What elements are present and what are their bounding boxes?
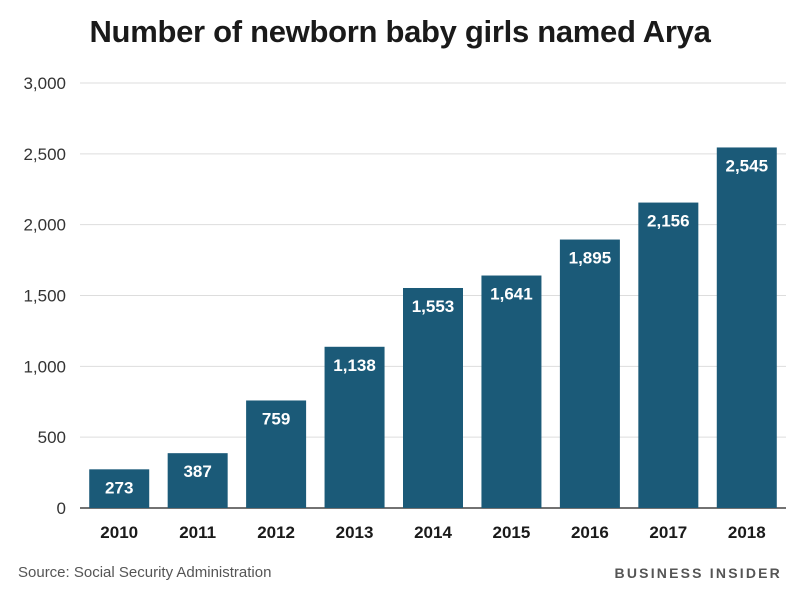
y-tick-label: 2,000 bbox=[23, 216, 66, 235]
bar-2014 bbox=[403, 287, 463, 508]
y-tick-label: 500 bbox=[38, 428, 66, 447]
data-label: 1,641 bbox=[490, 285, 533, 304]
data-label: 759 bbox=[262, 409, 290, 428]
data-labels: 273 387 759 1,138 1,553 1,641 1,895 2,156 2,545 bbox=[105, 156, 768, 497]
x-tick-label: 2012 bbox=[257, 523, 295, 542]
x-tick-label: 2014 bbox=[414, 523, 452, 542]
chart-title: Number of newborn baby girls named Arya bbox=[89, 14, 711, 49]
data-label: 2,156 bbox=[647, 212, 690, 231]
x-tick-label: 2018 bbox=[728, 523, 766, 542]
bar-2015 bbox=[481, 275, 542, 508]
y-tick-label: 2,500 bbox=[23, 145, 66, 164]
bars bbox=[89, 147, 777, 509]
bar-2018 bbox=[716, 147, 777, 509]
bar-2012 bbox=[246, 400, 307, 508]
bar-2013 bbox=[324, 346, 385, 508]
y-axis: 0 500 1,000 1,500 2,000 2,500 3,000 bbox=[23, 74, 66, 518]
x-tick-label: 2013 bbox=[336, 523, 374, 542]
data-label: 1,553 bbox=[412, 297, 455, 316]
data-label: 387 bbox=[183, 462, 211, 481]
y-tick-label: 3,000 bbox=[23, 74, 66, 93]
x-axis: 2010 2011 2012 2013 2014 2015 2016 2017 2018 bbox=[100, 523, 765, 542]
bar-2010 bbox=[89, 469, 150, 508]
bar-2011 bbox=[167, 453, 228, 508]
x-tick-label: 2011 bbox=[179, 523, 216, 542]
bar-2017 bbox=[638, 202, 699, 509]
y-tick-label: 0 bbox=[57, 499, 66, 518]
x-tick-label: 2010 bbox=[100, 523, 138, 542]
x-tick-label: 2017 bbox=[649, 523, 687, 542]
x-tick-label: 2015 bbox=[493, 523, 531, 542]
x-tick-label: 2016 bbox=[571, 523, 609, 542]
data-label: 273 bbox=[105, 478, 133, 497]
source-note: Source: Social Security Administration bbox=[18, 564, 272, 581]
y-tick-label: 1,500 bbox=[23, 287, 66, 306]
brand-logo: BUSINESS INSIDER bbox=[614, 565, 782, 581]
y-tick-label: 1,000 bbox=[23, 357, 66, 376]
data-label: 2,545 bbox=[726, 156, 769, 175]
data-label: 1,138 bbox=[333, 356, 376, 375]
bar-2016 bbox=[559, 239, 620, 508]
data-label: 1,895 bbox=[569, 249, 612, 268]
